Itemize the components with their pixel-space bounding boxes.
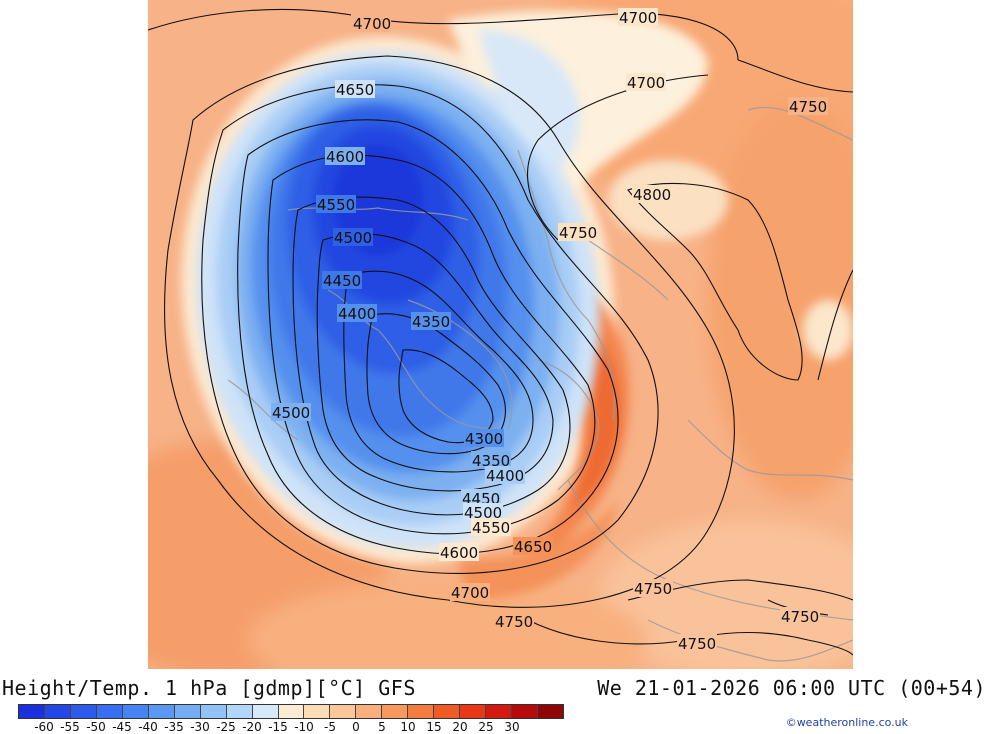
- color-legend-bar: [18, 704, 564, 719]
- contour-label: 4600: [440, 544, 478, 562]
- contour-label: 4350: [472, 452, 510, 470]
- color-legend-ticks: -60 -55 -50 -45 -40 -35 -30 -25 -20 -15 -10 -5 0 5 10 1…: [18, 720, 564, 734]
- legend-tick-label: -40: [138, 720, 158, 734]
- legend-color-cell: [408, 705, 435, 718]
- legend-color-cell: [226, 705, 253, 718]
- legend-color-cell: [512, 705, 539, 718]
- contour-label: 4300: [465, 430, 503, 448]
- contour-label: 4700: [619, 9, 657, 27]
- weather-map: 4700 4700 4700 4750 4650 4600 4550 4500 …: [148, 0, 853, 669]
- legend-color-cell: [278, 705, 305, 718]
- legend-tick-label: -60: [34, 720, 54, 734]
- legend-color-cell: [538, 705, 564, 718]
- contour-label: 4650: [514, 538, 552, 556]
- contour-label: 4550: [472, 519, 510, 537]
- legend-color-cell: [434, 705, 461, 718]
- legend-color-cell: [96, 705, 123, 718]
- legend-color-cell: [330, 705, 357, 718]
- legend-color-cell: [148, 705, 175, 718]
- contour-label: 4700: [353, 15, 391, 33]
- contour-label: 4400: [486, 467, 524, 485]
- contour-label: 4750: [781, 608, 819, 626]
- contour-label: 4450: [323, 272, 361, 290]
- legend-color-cell: [304, 705, 331, 718]
- contour-label: 4500: [464, 504, 502, 522]
- legend-tick-label: 15: [426, 720, 442, 734]
- legend-tick-label: 0: [352, 720, 360, 734]
- legend-color-cell: [174, 705, 201, 718]
- legend-tick-label: 5: [378, 720, 386, 734]
- legend-color-cell: [200, 705, 227, 718]
- legend-tick-label: -30: [190, 720, 210, 734]
- legend-color-cell: [70, 705, 97, 718]
- legend-color-cell: [382, 705, 409, 718]
- legend-color-cell: [356, 705, 383, 718]
- map-canvas: 4700 4700 4700 4750 4650 4600 4550 4500 …: [148, 0, 853, 669]
- map-title: Height/Temp. 1 hPa [gdmp][°C] GFS: [2, 676, 416, 700]
- legend-tick-label: -5: [324, 720, 336, 734]
- contour-label: 4400: [338, 305, 376, 323]
- valid-time: We 21-01-2026 06:00 UTC (00+54): [597, 676, 986, 700]
- contour-label: 4750: [495, 613, 533, 631]
- contour-label: 4700: [451, 584, 489, 602]
- legend-color-cell: [19, 705, 45, 718]
- legend-tick-label: -15: [268, 720, 288, 734]
- legend-tick-label: -20: [242, 720, 262, 734]
- legend-color-cell: [252, 705, 279, 718]
- contour-label: 4700: [627, 74, 665, 92]
- legend-tick-label: -10: [294, 720, 314, 734]
- contour-label: 4650: [336, 81, 374, 99]
- contour-labels: 4700 4700 4700 4750 4650 4600 4550 4500 …: [271, 8, 828, 653]
- contour-label: 4550: [317, 196, 355, 214]
- legend-tick-label: -25: [216, 720, 236, 734]
- contour-label: 4750: [634, 580, 672, 598]
- legend-color-cell: [44, 705, 71, 718]
- contour-label: 4750: [559, 224, 597, 242]
- legend-tick-label: 20: [452, 720, 468, 734]
- legend-tick-label: -45: [112, 720, 132, 734]
- legend-tick-label: 10: [400, 720, 416, 734]
- contour-label: 4500: [334, 229, 372, 247]
- legend-tick-label: 30: [504, 720, 520, 734]
- legend-color-cell: [486, 705, 513, 718]
- legend-tick-label: -50: [86, 720, 106, 734]
- legend-tick-label: -55: [60, 720, 80, 734]
- contour-label: 4600: [326, 148, 364, 166]
- credit-link[interactable]: ©weatheronline.co.uk: [785, 716, 908, 729]
- contour-label: 4350: [412, 313, 450, 331]
- contour-label: 4800: [633, 186, 671, 204]
- legend-color-cell: [460, 705, 487, 718]
- contour-label: 4750: [678, 635, 716, 653]
- contour-label: 4750: [789, 98, 827, 116]
- legend-color-cell: [122, 705, 149, 718]
- contour-label: 4500: [272, 404, 310, 422]
- legend-tick-label: 25: [478, 720, 494, 734]
- legend-tick-label: -35: [164, 720, 184, 734]
